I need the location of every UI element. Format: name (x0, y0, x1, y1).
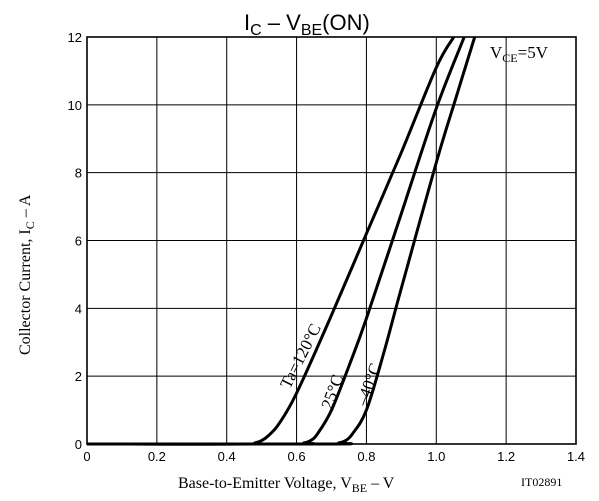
curve-label: Ta=120°C (276, 321, 325, 392)
chart-title: IC – VBE(ON) (244, 10, 370, 39)
curve-labels: Ta=120°C25°C –40°C (276, 321, 385, 412)
curve-series (86, 36, 477, 446)
y-tick-label: 8 (75, 166, 82, 181)
figure-code: IT02891 (521, 475, 562, 489)
x-tick-label: 1.2 (497, 449, 515, 464)
y-tick-label: 10 (68, 98, 82, 113)
x-tick-label: 1.0 (427, 449, 445, 464)
x-tick-labels: 0 0.2 0.4 0.6 0.8 1.0 1.2 1.4 (83, 449, 585, 464)
grid-lines (87, 37, 576, 444)
data-curves (86, 36, 477, 446)
condition-annotation: VCE=5V (490, 43, 549, 65)
x-tick-label: 1.4 (567, 449, 585, 464)
y-tick-label: 6 (75, 234, 82, 249)
y-tick-label: 4 (75, 301, 82, 316)
x-tick-label: 0 (83, 449, 90, 464)
curve-label: –40°C (352, 361, 385, 409)
y-axis-label: Collector Current, IC – A (17, 194, 37, 355)
x-tick-label: 0.4 (218, 449, 236, 464)
y-tick-label: 2 (75, 369, 82, 384)
x-tick-label: 0.2 (148, 449, 166, 464)
curve-label: 25°C (317, 372, 347, 412)
x-tick-label: 0.6 (288, 449, 306, 464)
x-axis-label: Base-to-Emitter Voltage, VBE – V (178, 475, 395, 495)
y-tick-label: 12 (68, 30, 82, 45)
y-tick-labels: 0 2 4 6 8 10 12 (68, 30, 82, 452)
x-tick-label: 0.8 (357, 449, 375, 464)
y-tick-label: 0 (75, 437, 82, 452)
